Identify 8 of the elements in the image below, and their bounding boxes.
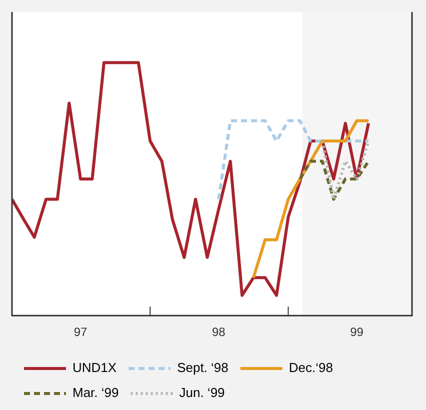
- x-tick-label: 97: [74, 325, 88, 340]
- legend-label: Dec.‘98: [288, 360, 333, 376]
- legend-label: Mar. ‘99: [72, 385, 119, 400]
- legend-label: Jun. ‘99: [179, 385, 225, 400]
- x-tick-label: 98: [212, 325, 226, 340]
- legend-label: Sept. ‘98: [177, 360, 228, 376]
- legend-label: UND1X: [72, 360, 117, 376]
- x-tick-label: 99: [350, 325, 364, 340]
